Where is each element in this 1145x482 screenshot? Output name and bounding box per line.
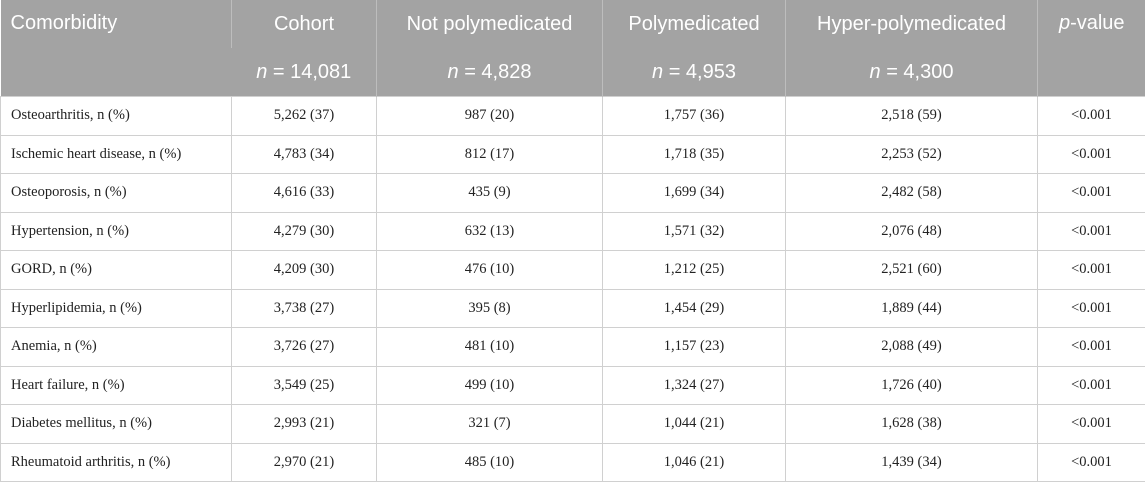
cell-p-value: <0.001 xyxy=(1038,251,1145,290)
table-body: Osteoarthritis, n (%) 5,262 (37) 987 (20… xyxy=(1,97,1145,482)
table-row: GORD, n (%) 4,209 (30) 476 (10) 1,212 (2… xyxy=(1,251,1145,290)
cell-not-polymedicated: 812 (17) xyxy=(377,135,603,174)
cell-not-polymedicated: 499 (10) xyxy=(377,366,603,405)
header-polymedicated: Polymedicated xyxy=(603,0,786,48)
cell-comorbidity: Anemia, n (%) xyxy=(1,328,232,367)
cell-hyper-polymedicated: 1,628 (38) xyxy=(786,405,1038,444)
cell-hyper-polymedicated: 2,482 (58) xyxy=(786,174,1038,213)
cell-comorbidity: Heart failure, n (%) xyxy=(1,366,232,405)
cell-cohort: 4,209 (30) xyxy=(232,251,377,290)
header-cohort-n: n = 14,081 xyxy=(232,48,377,97)
cell-cohort: 5,262 (37) xyxy=(232,97,377,136)
cell-p-value: <0.001 xyxy=(1038,289,1145,328)
cell-not-polymedicated: 321 (7) xyxy=(377,405,603,444)
header-p-value-italic: p xyxy=(1059,12,1070,34)
cell-comorbidity: GORD, n (%) xyxy=(1,251,232,290)
table-row: Osteoporosis, n (%) 4,616 (33) 435 (9) 1… xyxy=(1,174,1145,213)
cell-not-polymedicated: 481 (10) xyxy=(377,328,603,367)
n-symbol: n xyxy=(256,61,267,83)
cell-cohort: 2,970 (21) xyxy=(232,443,377,482)
cell-not-polymedicated: 987 (20) xyxy=(377,97,603,136)
cell-polymedicated: 1,212 (25) xyxy=(603,251,786,290)
cell-hyper-polymedicated: 1,439 (34) xyxy=(786,443,1038,482)
cell-not-polymedicated: 395 (8) xyxy=(377,289,603,328)
cell-polymedicated: 1,757 (36) xyxy=(603,97,786,136)
cell-comorbidity: Ischemic heart disease, n (%) xyxy=(1,135,232,174)
cell-p-value: <0.001 xyxy=(1038,97,1145,136)
cell-hyper-polymedicated: 2,088 (49) xyxy=(786,328,1038,367)
header-not-polymedicated: Not polymedicated xyxy=(377,0,603,48)
cell-hyper-polymedicated: 2,253 (52) xyxy=(786,135,1038,174)
cell-hyper-polymedicated: 2,518 (59) xyxy=(786,97,1038,136)
cell-polymedicated: 1,454 (29) xyxy=(603,289,786,328)
cell-polymedicated: 1,157 (23) xyxy=(603,328,786,367)
cell-comorbidity: Hyperlipidemia, n (%) xyxy=(1,289,232,328)
cell-comorbidity: Osteoarthritis, n (%) xyxy=(1,97,232,136)
n-symbol: n xyxy=(870,61,881,83)
table-row: Hypertension, n (%) 4,279 (30) 632 (13) … xyxy=(1,212,1145,251)
cell-not-polymedicated: 476 (10) xyxy=(377,251,603,290)
cell-comorbidity: Osteoporosis, n (%) xyxy=(1,174,232,213)
cell-p-value: <0.001 xyxy=(1038,366,1145,405)
cell-hyper-polymedicated: 2,521 (60) xyxy=(786,251,1038,290)
cell-p-value: <0.001 xyxy=(1038,135,1145,174)
cell-cohort: 4,783 (34) xyxy=(232,135,377,174)
table-row: Anemia, n (%) 3,726 (27) 481 (10) 1,157 … xyxy=(1,328,1145,367)
header-not-polymedicated-n: n = 4,828 xyxy=(377,48,603,97)
cell-p-value: <0.001 xyxy=(1038,443,1145,482)
header-comorbidity: Comorbidity xyxy=(1,0,232,97)
cell-cohort: 4,616 (33) xyxy=(232,174,377,213)
cell-comorbidity: Hypertension, n (%) xyxy=(1,212,232,251)
cell-p-value: <0.001 xyxy=(1038,405,1145,444)
cell-p-value: <0.001 xyxy=(1038,212,1145,251)
cell-hyper-polymedicated: 1,726 (40) xyxy=(786,366,1038,405)
table-row: Diabetes mellitus, n (%) 2,993 (21) 321 … xyxy=(1,405,1145,444)
n-symbol: n xyxy=(652,61,663,83)
header-hyper-polymedicated: Hyper-polymedicated xyxy=(786,0,1038,48)
cell-not-polymedicated: 485 (10) xyxy=(377,443,603,482)
header-p-value-rest: -value xyxy=(1070,12,1124,34)
cell-polymedicated: 1,046 (21) xyxy=(603,443,786,482)
cell-comorbidity: Diabetes mellitus, n (%) xyxy=(1,405,232,444)
table-row: Hyperlipidemia, n (%) 3,738 (27) 395 (8)… xyxy=(1,289,1145,328)
n-symbol: n xyxy=(448,61,459,83)
header-cohort: Cohort xyxy=(232,0,377,48)
table-row: Osteoarthritis, n (%) 5,262 (37) 987 (20… xyxy=(1,97,1145,136)
cell-cohort: 2,993 (21) xyxy=(232,405,377,444)
cell-hyper-polymedicated: 2,076 (48) xyxy=(786,212,1038,251)
table-row: Rheumatoid arthritis, n (%) 2,970 (21) 4… xyxy=(1,443,1145,482)
header-row-labels: Comorbidity Cohort Not polymedicated Pol… xyxy=(1,0,1145,48)
cell-p-value: <0.001 xyxy=(1038,174,1145,213)
cell-cohort: 3,738 (27) xyxy=(232,289,377,328)
n-value: = 4,828 xyxy=(459,61,532,83)
cell-polymedicated: 1,571 (32) xyxy=(603,212,786,251)
header-hyper-polymedicated-n: n = 4,300 xyxy=(786,48,1038,97)
cell-cohort: 4,279 (30) xyxy=(232,212,377,251)
table-row: Ischemic heart disease, n (%) 4,783 (34)… xyxy=(1,135,1145,174)
cell-polymedicated: 1,699 (34) xyxy=(603,174,786,213)
table-header: Comorbidity Cohort Not polymedicated Pol… xyxy=(1,0,1145,97)
cell-not-polymedicated: 632 (13) xyxy=(377,212,603,251)
cell-polymedicated: 1,718 (35) xyxy=(603,135,786,174)
cell-comorbidity: Rheumatoid arthritis, n (%) xyxy=(1,443,232,482)
cell-not-polymedicated: 435 (9) xyxy=(377,174,603,213)
cell-cohort: 3,549 (25) xyxy=(232,366,377,405)
cell-cohort: 3,726 (27) xyxy=(232,328,377,367)
header-polymedicated-n: n = 4,953 xyxy=(603,48,786,97)
table-row: Heart failure, n (%) 3,549 (25) 499 (10)… xyxy=(1,366,1145,405)
n-value: = 14,081 xyxy=(267,61,351,83)
cell-hyper-polymedicated: 1,889 (44) xyxy=(786,289,1038,328)
cell-polymedicated: 1,324 (27) xyxy=(603,366,786,405)
n-value: = 4,300 xyxy=(881,61,954,83)
cell-polymedicated: 1,044 (21) xyxy=(603,405,786,444)
cell-p-value: <0.001 xyxy=(1038,328,1145,367)
n-value: = 4,953 xyxy=(663,61,736,83)
header-p-value: p-value xyxy=(1038,0,1145,97)
